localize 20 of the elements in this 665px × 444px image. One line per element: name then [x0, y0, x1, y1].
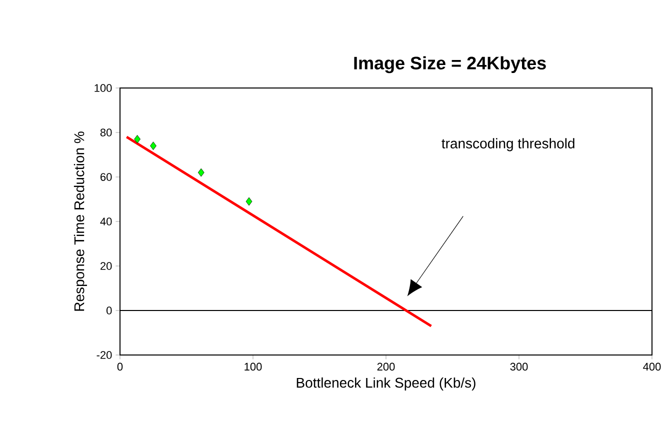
y-tick-label: 20 — [100, 262, 112, 270]
x-tick-label: 400 — [643, 362, 661, 371]
point — [134, 134, 140, 144]
y-tick-label: -20 — [96, 351, 112, 359]
y-tick-label: 60 — [100, 173, 112, 181]
x-tick-label: 100 — [244, 362, 262, 371]
point — [150, 142, 156, 150]
x-tick-label: 0 — [117, 362, 123, 371]
annotation: transcoding threshold — [442, 138, 574, 152]
y-tick-label: 100 — [94, 84, 112, 92]
y-tick-label: 80 — [100, 128, 112, 136]
y-tick-label: 0 — [106, 306, 112, 314]
y-tick-label: 40 — [100, 218, 112, 226]
x-tick-label: 300 — [510, 362, 528, 371]
chart-title: Image Size = 24Kbytes — [354, 56, 546, 74]
point — [198, 168, 204, 177]
x-axis-title: Bottleneck Link Speed (Kb/s) — [296, 377, 476, 390]
x-tick-label: 200 — [377, 362, 395, 371]
point — [246, 197, 252, 206]
y-axis-title: Response Time Reduction % — [74, 132, 87, 311]
